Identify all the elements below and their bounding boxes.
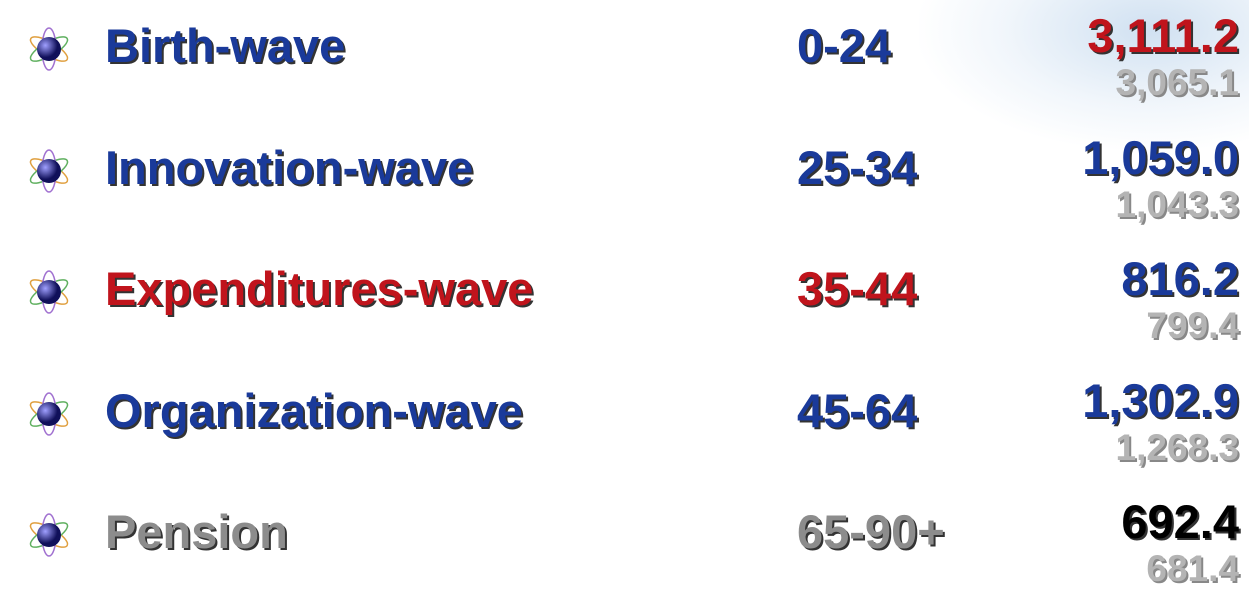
label: Birth-wave bbox=[105, 19, 346, 72]
bullet-icon bbox=[29, 27, 69, 71]
age: 0-24 bbox=[797, 19, 892, 72]
sub-value: 681.4 bbox=[1146, 548, 1239, 589]
row: Pension 65-90+ 692.4 681.4 bbox=[0, 494, 1249, 616]
sub-value: 3,065.1 bbox=[1115, 62, 1239, 103]
value: 1,302.9 bbox=[1082, 373, 1239, 427]
sub-value: 799.4 bbox=[1146, 305, 1239, 346]
row: Expenditures-wave 35-44 816.2 799.4 bbox=[0, 251, 1249, 373]
label: Organization-wave bbox=[105, 383, 523, 437]
bullet-icon bbox=[29, 391, 69, 436]
row: Organization-wave 45-64 1,302.9 1,268.3 bbox=[0, 373, 1249, 495]
row: Innovation-wave 25-34 1,059.0 1,043.3 bbox=[0, 130, 1249, 252]
value: 816.2 bbox=[1121, 252, 1239, 305]
value: 3,111.2 bbox=[1087, 9, 1239, 62]
value: 692.4 bbox=[1121, 495, 1239, 548]
bullet-icon bbox=[29, 148, 69, 193]
age: 45-64 bbox=[797, 383, 918, 437]
label: Innovation-wave bbox=[105, 140, 474, 194]
label: Pension bbox=[105, 505, 288, 558]
age: 35-44 bbox=[797, 262, 918, 315]
row: Birth-wave 0-24 3,111.2 3,065.1 bbox=[0, 8, 1249, 130]
age: 25-34 bbox=[797, 140, 918, 194]
bullet-icon bbox=[29, 513, 69, 557]
age: 65-90+ bbox=[797, 505, 945, 558]
value: 1,059.0 bbox=[1082, 130, 1239, 184]
sub-value: 1,043.3 bbox=[1115, 183, 1239, 225]
sky-background bbox=[919, 0, 1249, 150]
label: Expenditures-wave bbox=[105, 262, 534, 315]
bullet-icon bbox=[29, 270, 69, 314]
page: {"rows": [ {"label": "Birth-wave", "age"… bbox=[0, 0, 1249, 589]
sub-value: 1,268.3 bbox=[1115, 426, 1239, 468]
